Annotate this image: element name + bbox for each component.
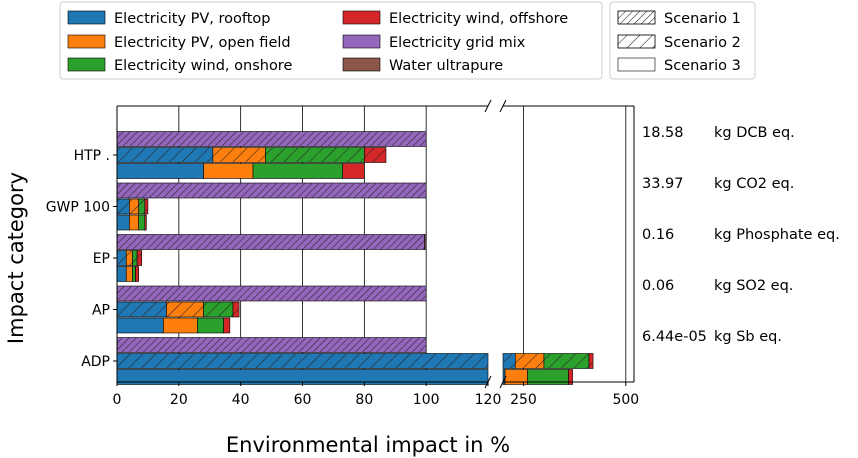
legend-swatch-electricity-pv-open-field: [67, 34, 106, 49]
legend-label-scenario-3: Scenario 3: [664, 58, 741, 74]
unit-value: 33.97: [642, 176, 684, 192]
bar-ap-scenario-3-electricity-pv-rooftop: [116, 317, 164, 334]
bar-ep-scenario-2-electricity-wind-offshore-hatch: [137, 250, 142, 266]
bar-gwp-100-scenario-3-electricity-pv-rooftop: [116, 214, 130, 231]
bar-gwp-100-scenario-2-electricity-pv-open-field-hatch: [129, 199, 139, 214]
legend-label-electricity-pv-open-field: Electricity PV, open field: [114, 35, 291, 51]
bar-gwp-100-scenario-3-electricity-wind-offshore: [144, 214, 147, 231]
unit-label: kg DCB eq.: [714, 125, 795, 141]
bar-adp-scenario-2-electricity-wind-onshore-hatch: [543, 353, 589, 369]
ticks: HTP . GWP 100 EP AP ADP 0 20 40 60 80 100 120 250 500: [46, 148, 639, 408]
x-tick-label: 80: [355, 392, 373, 408]
bar-gwp-100-scenario-2-electricity-pv-rooftop-hatch: [117, 199, 130, 214]
legend-label-electricity-grid-mix: Electricity grid mix: [389, 35, 526, 51]
unit-label: kg Sb eq.: [714, 329, 782, 345]
bar-ep-scenario-1-electricity-grid-mix-hatch: [117, 234, 425, 250]
bar-htp-scenario-3-electricity-wind-offshore: [342, 163, 365, 179]
bar-ep-scenario-3-electricity-wind-offshore: [135, 266, 139, 282]
unit-value: 6.44e-05: [642, 329, 707, 345]
legend-swatch-electricity-wind-onshore: [67, 57, 106, 72]
legend-label-electricity-pv-rooftop: Electricity PV, rooftop: [114, 11, 271, 27]
unit-value: 18.58: [642, 125, 684, 141]
bar-htp-scenario-2-electricity-pv-rooftop-hatch: [117, 147, 213, 163]
x-tick-label: 120: [475, 392, 502, 408]
bar-ap-scenario-2-electricity-wind-onshore-hatch: [203, 302, 233, 317]
legend-swatch-electricity-wind-offshore: [342, 10, 381, 25]
unit-label: kg CO2 eq.: [714, 176, 794, 192]
x-axis-label: Environmental impact in %: [226, 433, 510, 457]
legend-label-scenario-2: Scenario 2: [664, 35, 741, 51]
bar-gwp-100-scenario-2-electricity-wind-offshore-hatch: [144, 199, 148, 214]
unit-labels: 18.58 kg DCB eq. 33.97 kg CO2 eq. 0.16 kg Pho…: [642, 125, 840, 345]
unit-label: kg SO2 eq.: [714, 278, 793, 294]
legend-label-water-ultrapure: Water ultrapure: [389, 58, 503, 74]
bar-htp-scenario-1-electricity-grid-mix-hatch: [117, 131, 427, 147]
y-tick-label: HTP .: [74, 148, 110, 164]
bar-ap-scenario-1-electricity-grid-mix-hatch: [117, 286, 427, 301]
bar-adp-scenario-2-electricity-pv-rooftop-hatch: [117, 353, 488, 369]
legend: Electricity PV, rooftop Electricity PV, o…: [67, 10, 741, 74]
unit-label: kg Phosphate eq.: [714, 227, 840, 243]
bar-ap-scenario-3-electricity-wind-onshore: [197, 317, 224, 334]
legend-hatch-scenario-2: [617, 34, 656, 49]
legend-label-electricity-wind-onshore: Electricity wind, onshore: [114, 58, 292, 74]
bar-ap-scenario-2-electricity-pv-open-field-hatch: [166, 302, 204, 317]
bar-htp-scenario-3-electricity-wind-onshore: [252, 163, 343, 179]
y-tick-label: GWP 100: [46, 200, 110, 216]
bar-ep-scenario-3-electricity-pv-rooftop: [116, 266, 127, 282]
x-tick-label: 60: [294, 392, 312, 408]
unit-value: 0.06: [642, 278, 674, 294]
bar-gwp-100-scenario-3-electricity-wind-onshore: [138, 214, 146, 231]
axis-break-mark: [484, 99, 492, 113]
legend-swatch-electricity-grid-mix: [342, 34, 381, 49]
x-tick-label: 40: [232, 392, 250, 408]
bar-ep-scenario-3-electricity-wind-onshore: [132, 266, 136, 282]
bar-gwp-100-scenario-2-electricity-wind-onshore-hatch: [138, 199, 145, 214]
legend-swatch-water-ultrapure: [342, 57, 381, 72]
bar-ep-scenario-1-water-ultrapure-hatch: [424, 234, 427, 250]
legend-swatch-scenario-3: [617, 57, 656, 72]
unit-value: 0.16: [642, 227, 674, 243]
bar-ap-scenario-3-electricity-pv-open-field: [163, 317, 198, 334]
bar-adp-scenario-2-electricity-wind-offshore-hatch: [588, 353, 594, 369]
bar-adp-scenario-3-electricity-wind-offshore: [568, 369, 573, 385]
y-tick-label: ADP: [81, 354, 110, 370]
legend-swatch-electricity-pv-rooftop: [67, 10, 106, 25]
x-tick-label: 0: [113, 392, 122, 408]
bar-htp-scenario-3-electricity-pv-rooftop: [116, 163, 204, 179]
x-tick-label: 250: [510, 392, 537, 408]
bar-adp-scenario-1-electricity-grid-mix-hatch: [117, 337, 427, 353]
x-tick-label: 500: [612, 392, 639, 408]
bars: [116, 131, 594, 385]
bar-htp-scenario-2-electricity-wind-offshore-hatch: [364, 147, 386, 163]
y-tick-label: EP: [93, 251, 110, 267]
bar-ep-scenario-2-electricity-pv-open-field-hatch: [126, 250, 133, 266]
bar-ep-scenario-2-electricity-wind-onshore-hatch: [132, 250, 138, 266]
bar-ap-scenario-3-electricity-wind-offshore: [223, 317, 231, 334]
x-tick-label: 100: [413, 392, 440, 408]
bar-htp-scenario-3-electricity-pv-open-field: [203, 163, 254, 179]
legend-label-electricity-wind-offshore: Electricity wind, offshore: [389, 11, 568, 27]
bar-adp-scenario-2-electricity-pv-rooftop-hatch: [503, 353, 516, 369]
bar-gwp-100-scenario-3-electricity-pv-open-field: [129, 214, 139, 231]
bar-ap-scenario-2-electricity-wind-offshore-hatch: [232, 302, 240, 317]
y-tick-label: AP: [92, 303, 110, 319]
bar-ap-scenario-2-electricity-pv-rooftop-hatch: [117, 302, 167, 317]
y-axis-label: Impact category: [4, 172, 28, 344]
bar-htp-scenario-2-electricity-wind-onshore-hatch: [265, 147, 365, 163]
legend-label-scenario-1: Scenario 1: [664, 11, 741, 27]
bar-htp-scenario-2-electricity-pv-open-field-hatch: [212, 147, 266, 163]
axis-break-mark: [499, 99, 507, 113]
axis-break-mark: [499, 375, 507, 389]
bar-adp-scenario-2-electricity-pv-open-field-hatch: [515, 353, 544, 369]
bar-gwp-100-scenario-1-electricity-grid-mix-hatch: [117, 183, 427, 198]
bar-ep-scenario-2-electricity-pv-rooftop-hatch: [117, 250, 127, 266]
x-tick-label: 20: [170, 392, 188, 408]
bar-ep-scenario-3-electricity-pv-open-field: [125, 266, 133, 282]
legend-box-series: [59, 1, 603, 80]
legend-hatch-scenario-1: [617, 10, 656, 25]
